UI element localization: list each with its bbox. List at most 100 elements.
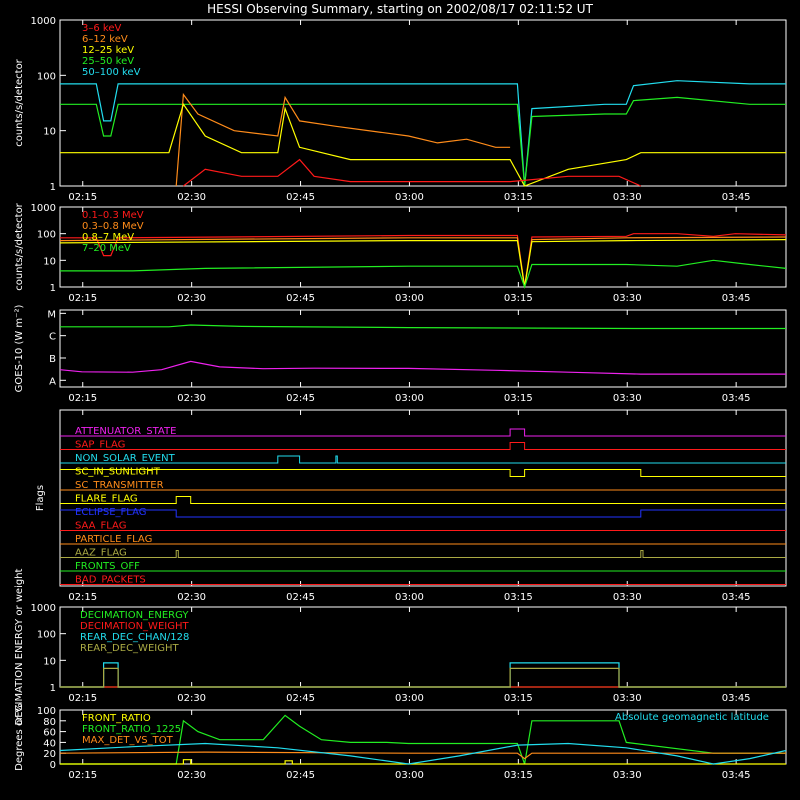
- series-line: [60, 96, 786, 187]
- right-legend-label: Absolute geomagnetic latitude: [615, 712, 769, 723]
- legend-entry: REAR_DEC_WEIGHT: [80, 643, 179, 654]
- x-tick-label: 03:45: [722, 393, 751, 404]
- x-tick-label: 02:30: [177, 393, 206, 404]
- panels: 02:15 02:30 02:45 03:00 03:15 03:30 03:4511010…: [14, 16, 787, 781]
- x-tick-label: 02:45: [286, 592, 315, 603]
- x-tick-label: 02:30: [177, 192, 206, 203]
- x-tick-label: 03:45: [722, 592, 751, 603]
- x-tick-label: 02:30: [177, 770, 206, 781]
- x-tick-label: 02:30: [177, 592, 206, 603]
- panel-high_energy: 02:15 02:30 02:45 03:00 03:15 03:30 03:45 1 10 10…: [14, 202, 787, 304]
- legend-entry: 50–100 keV: [82, 67, 141, 78]
- x-tick-label: 03:30: [613, 693, 642, 704]
- legend-entry: 12–25 keV: [82, 45, 134, 56]
- y-tick-label: 100: [37, 230, 56, 241]
- flag-line: [60, 509, 786, 518]
- y-tick-label: B: [49, 354, 56, 365]
- y-tick-label: 1: [50, 683, 56, 694]
- legend-entry: DECIMATION_WEIGHT: [80, 621, 189, 632]
- legend-entry: MAX_DET_VS_TOT: [82, 735, 174, 746]
- x-tick-label: 02:45: [286, 192, 315, 203]
- y-tick-label: 1000: [31, 16, 56, 27]
- legend-entry: FRONT_RATIO: [82, 713, 151, 724]
- x-tick-label: 03:15: [504, 592, 533, 603]
- series-line: [60, 759, 786, 765]
- y-tick-label: M: [47, 309, 56, 320]
- panel-lightcurves: 02:15 02:30 02:45 03:00 03:15 03:30 03:45 1 10 10…: [14, 16, 787, 203]
- y-tick-label: 10: [43, 256, 56, 267]
- x-tick-label: 03:00: [395, 770, 424, 781]
- legend-entry: 0.3–0.8 MeV: [82, 221, 144, 232]
- axes-frame: [59, 206, 787, 288]
- x-tick-label: 03:00: [395, 293, 424, 304]
- flag-label: FRONTS_OFF: [75, 561, 140, 572]
- panel-ratios: 02:15 02:30 02:45 03:00 03:15 03:30 03:45 02040…: [14, 703, 787, 781]
- series-line: [60, 714, 786, 765]
- flag-line: [60, 455, 786, 464]
- flag-line: [60, 496, 786, 504]
- x-tick-label: 03:45: [722, 693, 751, 704]
- x-tick-label: 02:15: [68, 293, 97, 304]
- series-line: [60, 324, 786, 330]
- x-tick-label: 02:15: [68, 770, 97, 781]
- y-axis-label: Flags: [35, 485, 46, 511]
- flag-label: FLARE_FLAG: [75, 494, 138, 505]
- x-tick-label: 03:00: [395, 592, 424, 603]
- x-tick-label: 03:30: [613, 592, 642, 603]
- y-tick-label: A: [49, 376, 56, 387]
- legend-entry: 0.8–7 MeV: [82, 232, 134, 243]
- panel-goes: 02:15 02:30 02:45 03:00 03:15 03:30 03:45 ABC M G…: [14, 305, 787, 404]
- flag-label: PARTICLE_FLAG: [75, 534, 152, 545]
- y-tick-label: 0: [50, 760, 56, 771]
- series-line: [183, 158, 642, 187]
- y-axis-label: Degrees or %: [14, 703, 25, 771]
- series-line: [59, 742, 787, 765]
- legend-entry: 3–6 keV: [82, 23, 121, 34]
- y-tick-label: 1: [50, 283, 56, 294]
- x-tick-label: 03:30: [613, 192, 642, 203]
- panel-decimation: 02:15 02:30 02:45 03:00 03:15 03:30 03:45 1 10 10…: [14, 568, 787, 725]
- x-tick-label: 03:15: [504, 693, 533, 704]
- x-tick-label: 03:45: [722, 770, 751, 781]
- y-tick-label: 100: [37, 706, 56, 717]
- axes-frame: [59, 409, 787, 587]
- figure-title: HESSI Observing Summary, starting on 200…: [207, 2, 593, 16]
- axes-frame: [59, 19, 787, 187]
- x-tick-label: 02:45: [286, 770, 315, 781]
- legend-entry: REAR_DEC_CHAN/128: [80, 632, 189, 643]
- y-tick-label: 100: [37, 630, 56, 641]
- x-tick-label: 03:30: [613, 770, 642, 781]
- legend-entry: 25–50 keV: [82, 56, 134, 67]
- x-tick-label: 03:45: [722, 192, 751, 203]
- flag-line: [60, 550, 786, 558]
- x-tick-label: 03:15: [504, 192, 533, 203]
- x-tick-label: 02:15: [68, 693, 97, 704]
- x-tick-label: 02:45: [286, 693, 315, 704]
- series-line: [59, 236, 787, 288]
- x-tick-label: 02:45: [286, 293, 315, 304]
- y-tick-label: 60: [43, 728, 56, 739]
- flag-label: BAD_PACKETS: [75, 575, 146, 586]
- series-line: [60, 80, 786, 187]
- y-tick-label: 80: [43, 717, 56, 728]
- y-tick-label: 10: [43, 127, 56, 138]
- legend-entry: FRONT_RATIO_1225: [82, 724, 181, 735]
- series-line: [175, 92, 511, 187]
- y-tick-label: 40: [43, 738, 56, 749]
- x-tick-label: 02:30: [177, 293, 206, 304]
- y-tick-label: 100: [37, 71, 56, 82]
- series-line: [60, 662, 786, 688]
- y-tick-label: 20: [43, 749, 56, 760]
- flag-label: ECLIPSE_FLAG: [75, 507, 146, 518]
- y-axis-label: counts/s/detector: [14, 58, 25, 146]
- flag-line: [60, 428, 786, 437]
- x-tick-label: 02:15: [68, 592, 97, 603]
- y-tick-label: 10: [43, 656, 56, 667]
- flag-label: ATTENUATOR_STATE: [75, 426, 176, 437]
- x-tick-label: 03:00: [395, 192, 424, 203]
- panel-flags: 02:15 02:30 02:45 03:00 03:15 03:30 03:45 Flags…: [35, 409, 787, 603]
- flag-label: NON_SOLAR_EVENT: [75, 453, 176, 464]
- series-line: [59, 751, 786, 760]
- series-line: [59, 360, 786, 375]
